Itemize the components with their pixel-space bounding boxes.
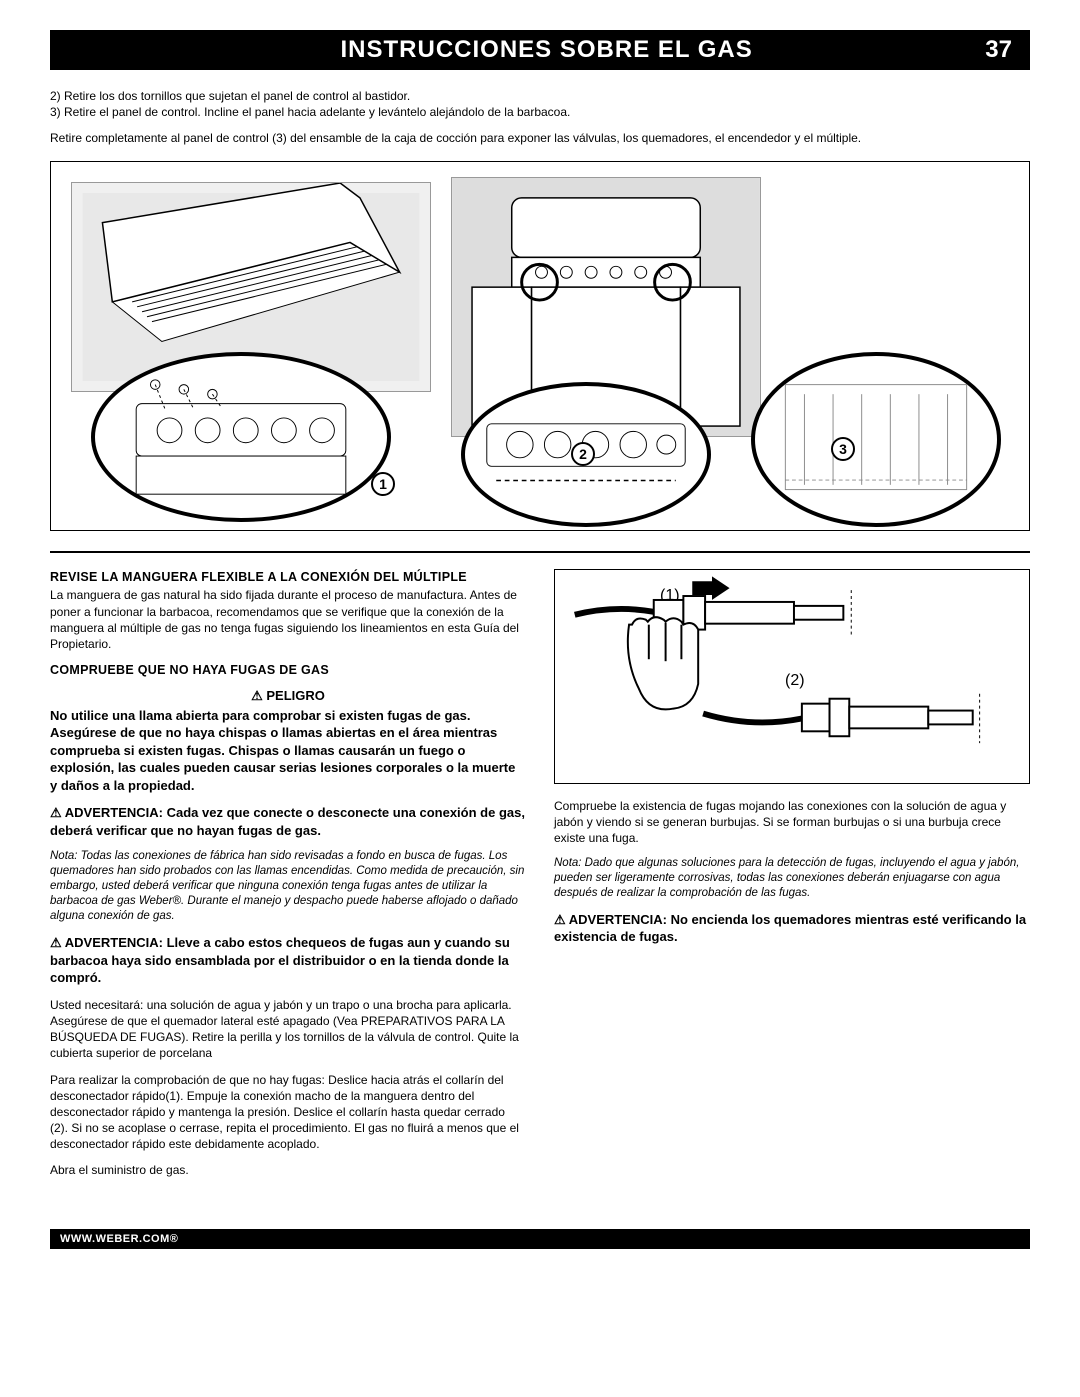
main-illustration: 1 2 3: [50, 161, 1030, 531]
page-footer: WWW.WEBER.COM®: [50, 1229, 1030, 1249]
page-header: INSTRUCCIONES SOBRE EL GAS 37: [50, 30, 1030, 70]
left-para-2: Usted necesitará: una solución de agua y…: [50, 997, 526, 1062]
callout-badge-2: 2: [571, 442, 595, 466]
callout-badge-3: 3: [831, 437, 855, 461]
left-para-3: Para realizar la comprobación de que no …: [50, 1072, 526, 1153]
note-1: Nota: Todas las conexiones de fábrica ha…: [50, 849, 526, 924]
intro-steps: 2) Retire los dos tornillos que sujetan …: [50, 88, 1030, 120]
callout-badge-1: 1: [371, 472, 395, 496]
right-warning-1: ⚠ ADVERTENCIA: No encienda los quemadore…: [554, 911, 1030, 946]
warning-2: ⚠ ADVERTENCIA: Lleve a cabo estos cheque…: [50, 934, 526, 987]
left-heading-2: COMPRUEBE QUE NO HAYA FUGAS DE GAS: [50, 662, 526, 679]
intro-paragraph: Retire completamente al panel de control…: [50, 130, 1030, 146]
left-para-1: La manguera de gas natural ha sido fijad…: [50, 587, 526, 652]
danger-text: No utilice una llama abierta para compro…: [50, 707, 526, 795]
left-heading-1: REVISE LA MANGUERA FLEXIBLE A LA CONEXIÓ…: [50, 569, 526, 586]
left-column: REVISE LA MANGUERA FLEXIBLE A LA CONEXIÓ…: [50, 569, 526, 1189]
content-columns: REVISE LA MANGUERA FLEXIBLE A LA CONEXIÓ…: [50, 569, 1030, 1189]
right-note-1: Nota: Dado que algunas soluciones para l…: [554, 856, 1030, 901]
warning-1: ⚠ ADVERTENCIA: Cada vez que conecte o de…: [50, 804, 526, 839]
detail-circle-1: [91, 352, 391, 522]
header-title: INSTRUCCIONES SOBRE EL GAS: [108, 36, 985, 64]
right-column: (1) (2): [554, 569, 1030, 1189]
intro-step-2: 2) Retire los dos tornillos que sujetan …: [50, 88, 1030, 104]
hose-illustration: (1) (2): [554, 569, 1030, 784]
right-para-1: Compruebe la existencia de fugas mojando…: [554, 798, 1030, 847]
danger-label: ⚠ PELIGRO: [50, 687, 526, 705]
header-page-number: 37: [985, 36, 1012, 64]
section-divider: [50, 551, 1030, 553]
footer-url: WWW.WEBER.COM®: [60, 1233, 178, 1245]
intro-step-3: 3) Retire el panel de control. Incline e…: [50, 104, 1030, 120]
left-para-4: Abra el suministro de gas.: [50, 1162, 526, 1178]
detail-circle-3: [751, 352, 1001, 527]
